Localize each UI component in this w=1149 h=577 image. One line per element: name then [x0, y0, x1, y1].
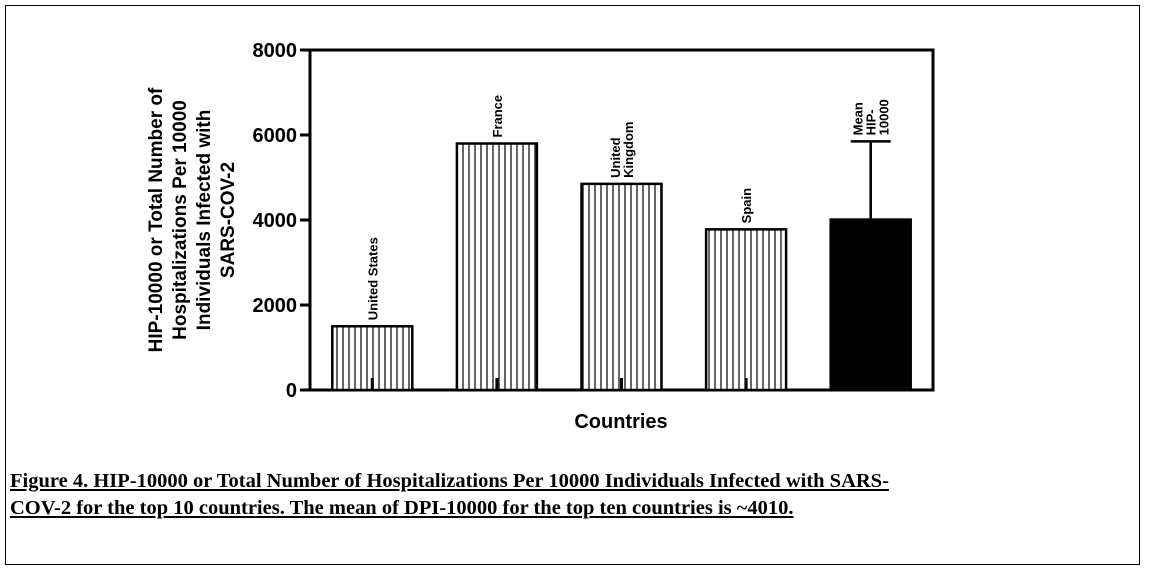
- figure-frame: [5, 5, 1140, 565]
- bar-label-line: Spain: [739, 188, 754, 223]
- bar-label: MeanHIP-10000: [851, 99, 892, 135]
- y-tick-label: 4000: [253, 210, 298, 232]
- y-axis-label-line: Hospitalizations Per 10000: [170, 100, 191, 340]
- bar-label: Spain: [739, 188, 754, 223]
- bar-mean-hip-10000: [829, 218, 912, 392]
- caption-line-2: COV-2 for the top 10 countries. The mean…: [10, 497, 794, 519]
- bar-label: UnitedKingdom: [608, 122, 636, 178]
- bar-label-line: 10000: [877, 99, 892, 135]
- figure-caption: Figure 4. HIP-10000 or Total Number of H…: [10, 468, 1140, 522]
- bar-label: France: [490, 95, 505, 138]
- y-axis-label: HIP-10000 or Total Number of Hospitalizat…: [146, 87, 239, 352]
- bar-label-line: United: [608, 137, 623, 178]
- y-axis-label-line: Individuals Infected with: [194, 110, 215, 331]
- bar-label: United States: [365, 237, 380, 320]
- bar-label-line: United States: [365, 237, 380, 320]
- bar-spain: [704, 228, 788, 392]
- y-tick-label: 2000: [253, 295, 298, 317]
- bar-label-line: Kingdom: [621, 122, 636, 178]
- y-tick-label: 6000: [253, 125, 298, 147]
- bar-label-line: France: [490, 95, 505, 138]
- y-axis-label-line: HIP-10000 or Total Number of: [146, 87, 167, 352]
- bar-chart: United States France UnitedKingdom Spain Mea…: [146, 40, 935, 433]
- y-tick-label: 8000: [253, 40, 298, 62]
- bar-france: [455, 142, 539, 392]
- bar-label-line: Mean: [851, 102, 866, 135]
- y-tick-label: 0: [286, 380, 297, 402]
- y-axis-label-line: SARS-COV-2: [218, 162, 239, 278]
- caption-line-1: Figure 4. HIP-10000 or Total Number of H…: [10, 470, 889, 492]
- x-axis-label: Countries: [574, 411, 667, 433]
- bar-united-kingdom: [580, 182, 663, 392]
- bar-label-line: HIP-: [864, 109, 879, 135]
